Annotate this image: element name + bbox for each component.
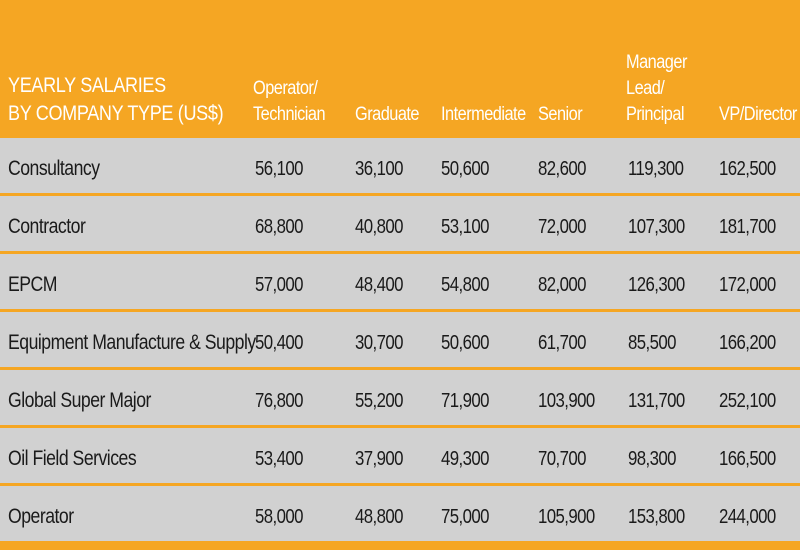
salary-cell: 85,500 (628, 332, 676, 354)
salary-cell: 162,500 (719, 158, 776, 180)
salary-cell: 70,700 (538, 448, 586, 470)
table-row: Operator 58,000 48,800 75,000 105,900 15… (0, 486, 800, 544)
table-row: Consultancy 56,100 36,100 50,600 82,600 … (0, 138, 800, 196)
salary-cell: 75,000 (441, 506, 489, 528)
table-row: Global Super Major 76,800 55,200 71,900 … (0, 370, 800, 428)
salary-cell: 119,300 (628, 158, 684, 180)
salary-cell: 98,300 (628, 448, 676, 470)
salary-cell: 244,000 (719, 506, 776, 528)
company-type-cell: Equipment Manufacture & Supply (8, 331, 256, 354)
column-header-intermediate: Intermediate (441, 102, 526, 128)
company-type-cell: Oil Field Services (8, 447, 137, 470)
company-type-cell: Global Super Major (8, 389, 151, 412)
salary-cell: 30,700 (355, 332, 403, 354)
table-title-line: YEARLY SALARIES (8, 74, 166, 97)
table-row: Oil Field Services 53,400 37,900 49,300 … (0, 428, 800, 486)
column-header-line: VP/Director (719, 104, 797, 125)
column-header-line: Senior (538, 104, 583, 125)
salary-cell: 56,100 (255, 158, 303, 180)
salary-cell: 61,700 (538, 332, 586, 354)
column-header-line: Manager (626, 52, 687, 73)
column-header-graduate: Graduate (355, 102, 420, 128)
salary-cell: 36,100 (355, 158, 403, 180)
column-header-line: Lead/ (626, 78, 665, 99)
table-row: EPCM 57,000 48,400 54,800 82,000 126,300… (0, 254, 800, 312)
salary-cell: 131,700 (628, 390, 685, 412)
salary-cell: 82,000 (538, 274, 586, 296)
salary-cell: 103,900 (538, 390, 595, 412)
column-header-senior: Senior (538, 102, 583, 128)
table-title: YEARLY SALARIES BY COMPANY TYPE (US$) (8, 72, 224, 128)
salary-cell: 181,700 (719, 216, 776, 238)
salary-cell: 166,500 (719, 448, 776, 470)
salary-cell: 50,600 (441, 158, 489, 180)
salary-cell: 50,600 (441, 332, 489, 354)
salary-cell: 166,200 (719, 332, 776, 354)
salary-cell: 58,000 (255, 506, 303, 528)
table-row: Equipment Manufacture & Supply 50,400 30… (0, 312, 800, 370)
table-header: YEARLY SALARIES BY COMPANY TYPE (US$) Op… (0, 0, 800, 136)
column-header-operator-technician: Operator/ Technician (253, 76, 326, 128)
salary-cell: 53,100 (441, 216, 489, 238)
salary-cell: 68,800 (255, 216, 303, 238)
salary-cell: 40,800 (355, 216, 403, 238)
column-header-line: Graduate (355, 104, 420, 125)
salary-cell: 107,300 (628, 216, 685, 238)
salary-cell: 48,800 (355, 506, 403, 528)
salary-cell: 172,000 (719, 274, 776, 296)
salary-cell: 54,800 (441, 274, 489, 296)
column-header-manager-lead-principal: Manager Lead/ Principal (626, 50, 687, 128)
column-header-vp-director: VP/Director (719, 102, 797, 128)
company-type-cell: Consultancy (8, 157, 100, 180)
company-type-cell: Contractor (8, 215, 86, 238)
column-header-line: Intermediate (441, 104, 526, 125)
column-header-line: Operator/ (253, 78, 318, 99)
salary-cell: 153,800 (628, 506, 685, 528)
column-header-line: Principal (626, 104, 685, 125)
salary-cell: 126,300 (628, 274, 685, 296)
salary-cell: 57,000 (255, 274, 303, 296)
column-header-line: Technician (253, 104, 326, 125)
salary-cell: 37,900 (355, 448, 403, 470)
salary-cell: 55,200 (355, 390, 403, 412)
salary-cell: 50,400 (255, 332, 303, 354)
salary-cell: 72,000 (538, 216, 586, 238)
table-row: Contractor 68,800 40,800 53,100 72,000 1… (0, 196, 800, 254)
salary-cell: 105,900 (538, 506, 595, 528)
company-type-cell: Operator (8, 505, 74, 528)
salary-cell: 53,400 (255, 448, 303, 470)
table-body: Consultancy 56,100 36,100 50,600 82,600 … (0, 138, 800, 544)
salary-cell: 71,900 (441, 390, 489, 412)
salary-cell: 48,400 (355, 274, 403, 296)
table-title-line: BY COMPANY TYPE (US$) (8, 102, 224, 125)
company-type-cell: EPCM (8, 273, 57, 296)
salary-cell: 252,100 (719, 390, 776, 412)
salary-cell: 82,600 (538, 158, 586, 180)
salary-cell: 49,300 (441, 448, 489, 470)
salary-cell: 76,800 (255, 390, 303, 412)
